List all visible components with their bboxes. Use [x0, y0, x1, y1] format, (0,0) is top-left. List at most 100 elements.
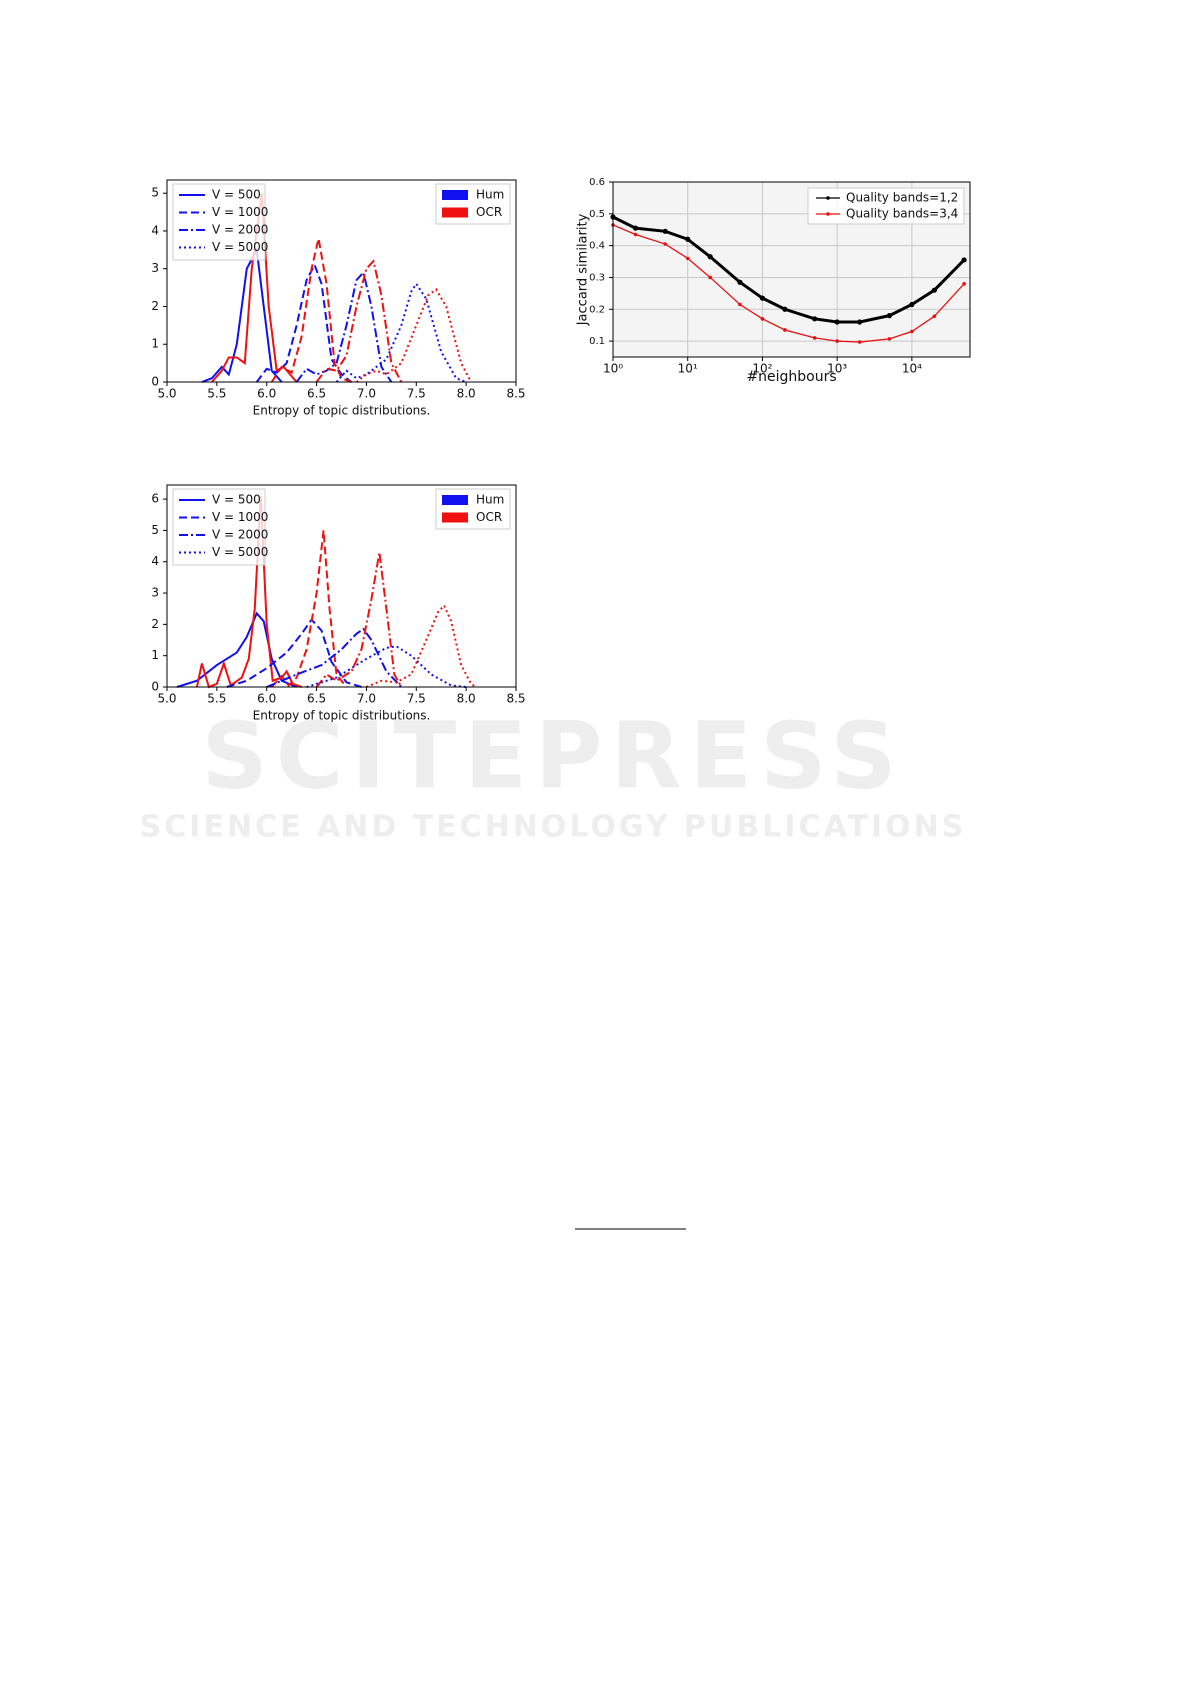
- x-tick-label: 5.5: [207, 387, 226, 401]
- legend-label: V = 2000: [212, 223, 268, 237]
- legend-label: V = 1000: [212, 510, 268, 524]
- y-tick-label: 0.6: [589, 177, 605, 188]
- watermark-title: SCITEPRESS: [201, 702, 904, 809]
- series-line: [201, 246, 283, 383]
- y-tick-label: 5: [151, 186, 159, 200]
- y-tick-label: 3: [151, 261, 159, 275]
- point: [931, 287, 937, 293]
- x-tick-label: 10³: [827, 362, 847, 376]
- x-tick-label: 8.5: [506, 692, 525, 706]
- x-tick-label: 5.0: [157, 387, 176, 401]
- x-tick-label: 6.5: [307, 692, 326, 706]
- legend-label: Hum: [476, 188, 504, 202]
- x-tick-label: 6.0: [257, 387, 276, 401]
- point: [812, 316, 818, 322]
- y-tick-label: 0: [151, 375, 159, 389]
- point: [663, 242, 668, 246]
- point: [737, 279, 743, 285]
- legend-label: V = 500: [212, 188, 261, 202]
- y-tick-label: 4: [151, 223, 159, 237]
- point: [961, 257, 967, 263]
- legend-label: OCR: [476, 205, 502, 219]
- series-line: [335, 282, 467, 383]
- legend-label: V = 5000: [212, 240, 268, 254]
- x-tick-label: 8.5: [506, 387, 525, 401]
- y-tick-label: 3: [151, 586, 159, 600]
- series-line: [315, 259, 403, 383]
- point: [633, 232, 638, 237]
- y-tick-label: 1: [151, 337, 159, 351]
- series-line: [176, 611, 298, 688]
- y-tick-label: 6: [151, 492, 159, 506]
- y-tick-label: 2: [151, 617, 159, 631]
- series-line: [366, 603, 477, 688]
- legend-label: Quality bands=1,2: [846, 191, 958, 205]
- point: [662, 228, 668, 234]
- x-axis-label: Entropy of topic distributions.: [253, 709, 431, 723]
- point: [886, 313, 892, 319]
- series-line: [270, 238, 352, 383]
- watermark-subtitle: SCIENCE AND TECHNOLOGY PUBLICATIONS: [140, 810, 967, 845]
- y-tick-label: 0: [151, 680, 159, 694]
- x-tick-label: 8.0: [457, 692, 476, 706]
- series-line: [195, 495, 302, 689]
- x-axis-label: #neighbours: [746, 369, 836, 385]
- series-line: [226, 618, 362, 688]
- point: [685, 236, 691, 242]
- point: [932, 314, 937, 319]
- legend-swatch: [442, 190, 468, 200]
- legend-label: V = 1000: [212, 205, 268, 219]
- y-tick-label: 0.3: [589, 272, 605, 283]
- legend-box: [172, 183, 266, 261]
- y-tick-label: 0.4: [589, 241, 605, 252]
- x-tick-label: 7.0: [357, 387, 376, 401]
- point: [783, 328, 787, 332]
- y-tick-label: 0.5: [589, 209, 605, 220]
- x-tick-label: 7.0: [357, 692, 376, 706]
- point: [909, 301, 915, 308]
- x-tick-label: 8.0: [457, 387, 476, 401]
- x-tick-label: 5.0: [157, 692, 176, 706]
- point: [812, 336, 817, 340]
- legend-label: Quality bands=3,4: [846, 207, 958, 221]
- point: [708, 275, 713, 280]
- legend-label: V = 5000: [212, 545, 268, 559]
- point: [857, 340, 862, 344]
- x-tick-label: 10¹: [678, 362, 698, 376]
- point: [962, 282, 966, 286]
- point: [910, 329, 914, 334]
- point: [738, 302, 742, 307]
- series-line: [266, 627, 403, 688]
- x-tick-label: 10⁰: [603, 362, 623, 376]
- series-line: [270, 530, 348, 688]
- point: [834, 319, 840, 325]
- plot-frame: [166, 484, 517, 688]
- x-axis-label: Entropy of topic distributions.: [253, 404, 431, 418]
- legend-label: Hum: [476, 493, 504, 507]
- legend-box: [172, 488, 266, 566]
- point: [707, 254, 713, 260]
- x-tick-label: 5.5: [207, 692, 226, 706]
- point: [759, 295, 766, 301]
- y-tick-label: 2: [151, 299, 159, 313]
- x-tick-label: 7.5: [407, 387, 426, 401]
- point: [887, 337, 892, 341]
- point: [632, 225, 639, 231]
- point: [782, 306, 788, 312]
- point: [760, 317, 765, 321]
- legend-box: [807, 187, 965, 225]
- legend-label: V = 2000: [212, 528, 268, 542]
- y-tick-label: 5: [151, 523, 159, 537]
- x-tick-label: 10²: [752, 362, 772, 376]
- x-tick-label: 7.5: [407, 692, 426, 706]
- legend-swatch: [442, 512, 468, 523]
- legend-label: OCR: [476, 510, 502, 524]
- x-tick-label: 6.0: [257, 692, 276, 706]
- plot-frame: [612, 181, 971, 358]
- legend-marker: [826, 196, 830, 200]
- y-tick-label: 0.1: [589, 336, 605, 347]
- point: [835, 339, 839, 343]
- point: [857, 319, 863, 325]
- x-tick-label: 10⁴: [902, 362, 922, 376]
